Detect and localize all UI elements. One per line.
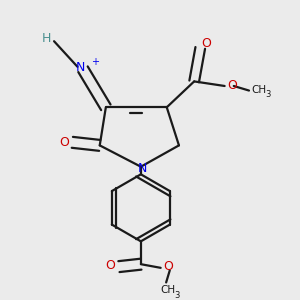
Text: 3: 3 bbox=[265, 90, 270, 99]
Text: CH: CH bbox=[161, 285, 176, 295]
Text: N: N bbox=[76, 61, 85, 74]
Text: O: O bbox=[227, 79, 237, 92]
Text: 3: 3 bbox=[174, 291, 180, 300]
Text: +: + bbox=[91, 57, 99, 67]
Text: O: O bbox=[164, 260, 174, 273]
Text: CH: CH bbox=[251, 85, 267, 95]
Text: N: N bbox=[138, 162, 147, 175]
Text: O: O bbox=[201, 37, 211, 50]
Text: O: O bbox=[59, 136, 69, 149]
Text: O: O bbox=[105, 259, 115, 272]
Text: H: H bbox=[42, 32, 51, 45]
